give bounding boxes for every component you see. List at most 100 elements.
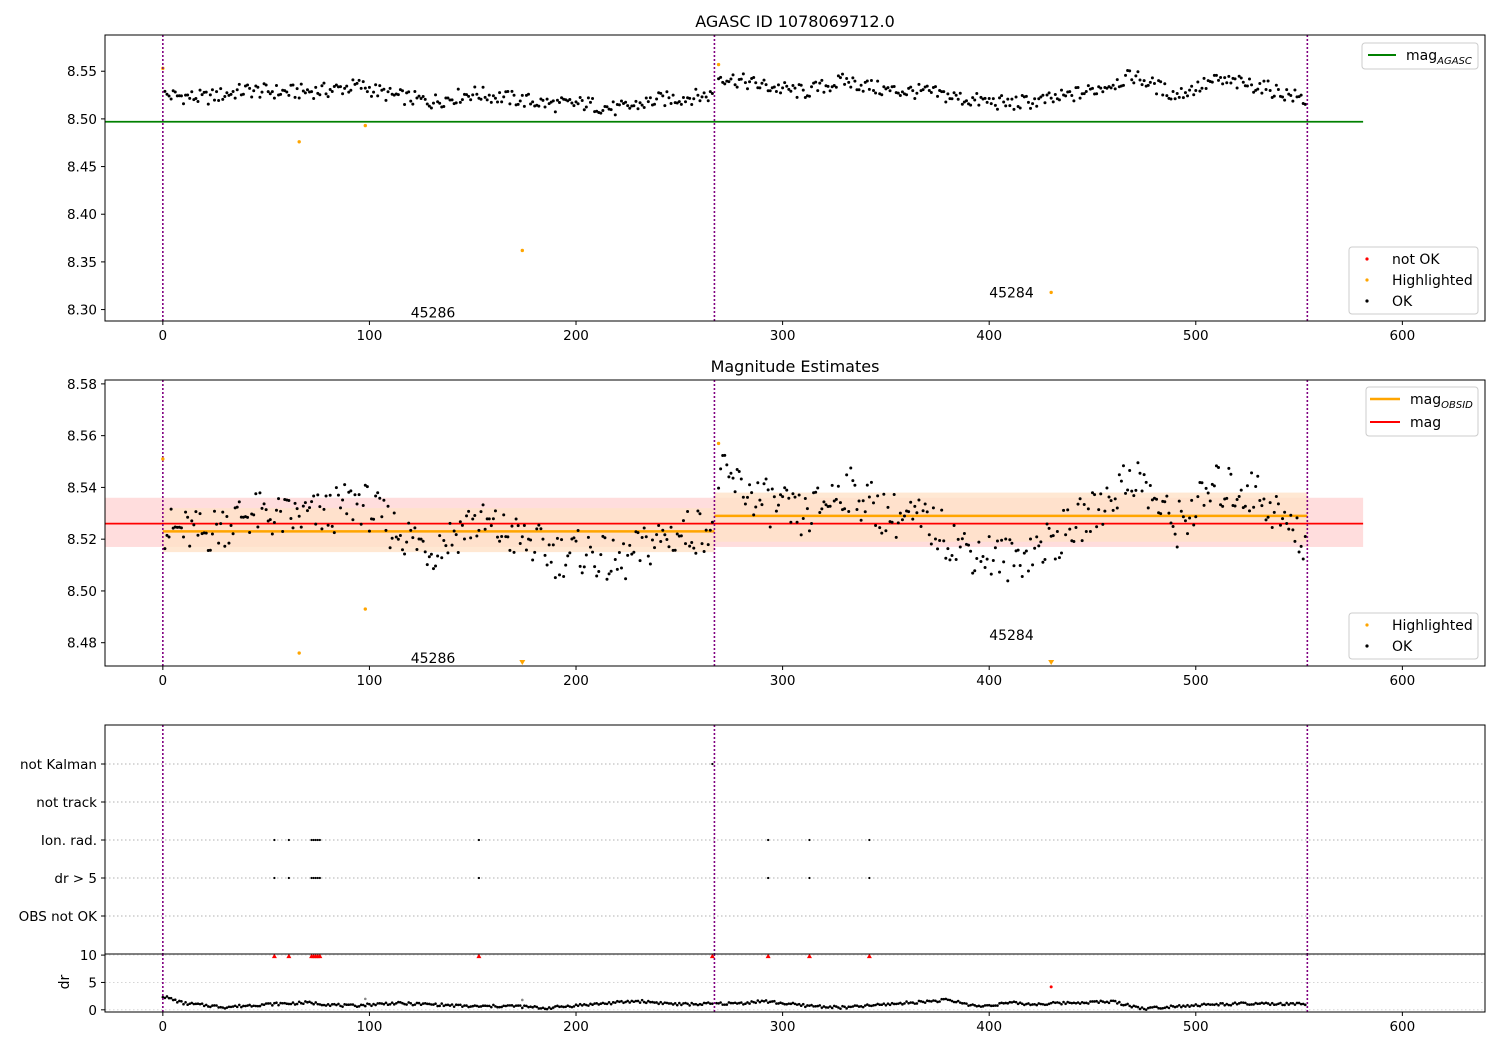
data-point-ok	[182, 535, 186, 539]
data-point-ok	[520, 93, 524, 97]
data-point-ok	[806, 1004, 809, 1007]
data-point-ok	[733, 83, 737, 87]
data-point-ok	[363, 1004, 367, 1008]
data-point-ok	[165, 92, 169, 96]
data-point-ok	[374, 83, 378, 87]
data-point-ok	[735, 468, 739, 472]
data-point-ok	[444, 544, 448, 548]
data-point-ok	[386, 90, 390, 94]
data-point-ok	[291, 83, 295, 87]
data-point-ok	[339, 1004, 342, 1008]
data-point-ok	[776, 503, 780, 507]
data-point-ok	[632, 1000, 636, 1004]
data-point-ok	[843, 507, 847, 511]
data-point-ok	[574, 1003, 578, 1007]
data-point-ok	[397, 1000, 400, 1004]
data-point-ok	[1039, 95, 1043, 99]
data-point-ok	[405, 540, 409, 544]
x-tick-label: 100	[357, 1019, 383, 1035]
data-point-ok	[967, 543, 971, 547]
data-point-ok	[1136, 461, 1140, 465]
data-point-ok	[1045, 93, 1049, 97]
legend-label-mag-agasc: magAGASC	[1406, 48, 1472, 67]
data-point-ok	[1235, 498, 1239, 502]
data-point-ok	[919, 1000, 923, 1003]
data-point-ok	[890, 520, 894, 524]
data-point-ok	[1041, 93, 1045, 97]
data-point-ok	[582, 1003, 586, 1006]
data-point-ok	[830, 1006, 834, 1010]
data-point-ok	[254, 1004, 258, 1008]
data-point-ok	[1274, 83, 1278, 87]
data-point-ok	[898, 93, 902, 97]
data-point-ok	[1078, 96, 1082, 100]
data-point-ok	[1024, 94, 1028, 98]
data-point-ok	[578, 1002, 582, 1006]
data-point-ok	[1045, 522, 1049, 526]
data-point-highlighted-clipped	[1048, 660, 1055, 665]
data-point-ok	[700, 1003, 704, 1007]
data-point-ok	[1293, 539, 1297, 543]
data-point-ok	[1299, 93, 1303, 97]
data-point-ok	[171, 998, 175, 1002]
data-point-ok	[1202, 503, 1206, 507]
data-point-ok	[921, 509, 925, 513]
data-point-ok	[1229, 472, 1233, 476]
data-point-ok	[1208, 1003, 1212, 1006]
data-point-ok	[394, 535, 398, 539]
data-point-ok	[572, 1005, 576, 1008]
data-point-ok	[961, 1002, 964, 1005]
data-point-ok	[1084, 89, 1088, 93]
data-point-ok	[692, 546, 696, 550]
data-point-ok	[434, 1002, 437, 1006]
data-point-ok	[1138, 1007, 1142, 1011]
data-point-ok	[618, 1000, 621, 1004]
data-point-ok	[1144, 480, 1148, 484]
data-point-ok	[758, 498, 762, 502]
data-point-ok	[576, 528, 580, 532]
flag-point	[312, 876, 315, 880]
data-point-not-ok-clipped	[709, 953, 715, 959]
data-point-ok	[1018, 1001, 1022, 1004]
y-tick-label: 8.50	[67, 112, 97, 128]
data-point-ok	[915, 91, 919, 95]
data-point-ok	[460, 98, 464, 102]
data-point-ok	[543, 105, 547, 109]
data-point-ok	[735, 1002, 739, 1005]
data-point-ok	[1076, 1001, 1080, 1004]
data-point-ok	[653, 102, 657, 106]
data-point-ok	[698, 512, 702, 516]
data-point-ok	[630, 552, 634, 556]
data-point-ok	[246, 1004, 249, 1007]
data-point-ok	[1285, 88, 1289, 92]
data-point-ok	[489, 100, 493, 104]
data-point-ok	[179, 526, 183, 530]
data-point-ok	[237, 1003, 241, 1007]
data-point-ok	[680, 1003, 683, 1007]
data-point-ok	[496, 1005, 499, 1009]
data-point-ok	[1227, 466, 1231, 470]
data-point-ok	[963, 1001, 966, 1005]
x-tick-label: 500	[1183, 673, 1209, 689]
data-point-ok	[588, 100, 592, 104]
data-point-ok	[899, 1001, 902, 1005]
data-point-ok	[890, 1001, 894, 1005]
data-point-ok	[268, 518, 272, 522]
data-point-ok	[591, 1003, 594, 1007]
data-point-ok	[783, 81, 787, 85]
data-point-ok	[702, 91, 706, 95]
data-point-ok	[341, 498, 345, 502]
data-point-ok	[1072, 539, 1076, 543]
data-point-ok	[1214, 464, 1218, 468]
data-point-ok	[1229, 1003, 1233, 1007]
data-point-ok	[436, 1004, 439, 1008]
data-point-ok	[1029, 1003, 1032, 1007]
data-point-ok	[946, 547, 950, 551]
data-point-ok	[838, 501, 842, 505]
data-point-ok	[665, 90, 669, 94]
data-point-ok	[491, 517, 495, 521]
data-point-ok	[616, 999, 619, 1003]
data-point-ok	[1204, 486, 1208, 490]
data-point-ok	[882, 85, 886, 89]
flag-row-label: OBS not OK	[19, 909, 99, 925]
